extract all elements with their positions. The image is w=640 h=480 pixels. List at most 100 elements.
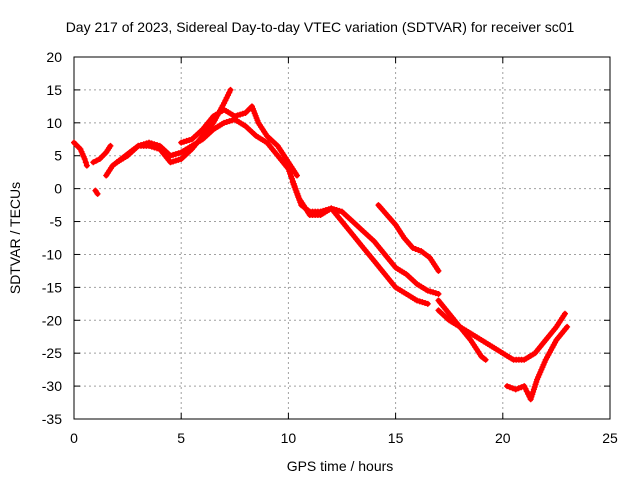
data-point: [432, 290, 439, 297]
data-point: [336, 207, 343, 214]
y-tick-label: -10: [42, 246, 62, 262]
y-tick-label: -5: [50, 214, 63, 230]
x-tick-label: 5: [177, 430, 185, 446]
data-point: [435, 290, 442, 297]
data-point: [482, 356, 489, 363]
y-tick-label: 0: [54, 181, 62, 197]
series-sat-c: [92, 187, 101, 197]
series-sat-k: [504, 323, 571, 403]
data-point: [427, 288, 434, 295]
data-point: [146, 142, 153, 149]
data-series: [71, 86, 571, 403]
data-point: [320, 207, 327, 214]
series-sat-j: [435, 297, 489, 363]
x-tick-label: 25: [602, 430, 618, 446]
x-tick-label: 20: [495, 430, 511, 446]
data-point: [317, 208, 324, 215]
chart-title: Day 217 of 2023, Sidereal Day-to-day VTE…: [66, 19, 575, 35]
x-axis-label: GPS time / hours: [287, 458, 394, 474]
data-point: [509, 385, 516, 392]
data-point: [170, 158, 177, 165]
data-point: [504, 383, 511, 390]
data-point: [328, 205, 335, 212]
x-tick-label: 15: [388, 430, 404, 446]
data-point: [223, 118, 230, 125]
data-point: [422, 299, 429, 306]
data-point: [178, 139, 185, 146]
data-point: [151, 144, 158, 151]
y-tick-label: -30: [42, 378, 62, 394]
data-point: [409, 244, 416, 251]
data-point: [90, 159, 97, 166]
data-point: [325, 206, 332, 213]
data-point: [419, 299, 426, 306]
series-sat-a: [71, 139, 90, 169]
data-point: [227, 86, 234, 93]
y-tick-label: -35: [42, 411, 62, 427]
data-point: [180, 138, 187, 145]
data-point: [512, 386, 519, 393]
series-track: [290, 179, 441, 297]
series-sat-h: [375, 202, 442, 274]
series-sat-e: [113, 86, 234, 166]
series-sat-g: [289, 179, 442, 297]
data-point: [81, 156, 88, 163]
data-point: [175, 156, 182, 163]
data-point: [416, 298, 423, 305]
data-point: [239, 110, 246, 117]
data-point: [172, 151, 179, 158]
data-point: [293, 172, 300, 179]
data-point: [186, 137, 193, 144]
data-point: [167, 152, 174, 159]
data-point: [518, 384, 525, 391]
data-point: [82, 159, 89, 166]
series-sat-b: [90, 142, 114, 166]
y-tick-label: -25: [42, 345, 62, 361]
y-tick-label: 10: [46, 115, 62, 131]
y-tick-label: 20: [46, 49, 62, 65]
y-axis-label: SDTVAR / TECUs: [7, 182, 23, 294]
data-point: [415, 247, 422, 254]
y-tick-label: 5: [54, 148, 62, 164]
data-point: [435, 267, 442, 274]
data-point: [237, 111, 244, 118]
data-point: [515, 385, 522, 392]
data-point: [92, 187, 99, 194]
plot-frame: [73, 56, 611, 420]
data-point: [167, 159, 174, 166]
data-point: [333, 207, 340, 214]
data-point: [322, 207, 329, 214]
x-tick-label: 10: [281, 430, 297, 446]
data-point: [414, 297, 421, 304]
x-tick-label: 0: [70, 430, 78, 446]
series-sat-f: [178, 103, 300, 179]
data-point: [93, 157, 100, 164]
data-point: [412, 245, 419, 252]
data-point: [107, 142, 114, 149]
data-point: [424, 300, 431, 307]
y-axis: -35 -30 -25 -20 -15 -10 -5 0 5 10 15 20: [42, 49, 610, 427]
data-point: [172, 157, 179, 164]
x-axis: 0 5 10 15 20 25: [70, 57, 618, 446]
data-point: [94, 190, 101, 197]
y-tick-label: -15: [42, 279, 62, 295]
data-point: [231, 113, 238, 120]
data-point: [226, 118, 233, 125]
data-point: [330, 206, 337, 213]
data-point: [221, 119, 228, 126]
data-point: [561, 310, 568, 317]
data-point: [170, 151, 177, 158]
data-point: [175, 150, 182, 157]
data-point: [564, 323, 571, 330]
y-tick-label: -20: [42, 312, 62, 328]
data-point: [430, 289, 437, 296]
data-point: [148, 143, 155, 150]
y-tick-label: 15: [46, 82, 62, 98]
data-point: [83, 162, 90, 169]
data-point: [424, 287, 431, 294]
data-point: [183, 137, 190, 144]
data-point: [506, 384, 513, 391]
data-point: [154, 145, 161, 152]
grid: [74, 57, 610, 419]
